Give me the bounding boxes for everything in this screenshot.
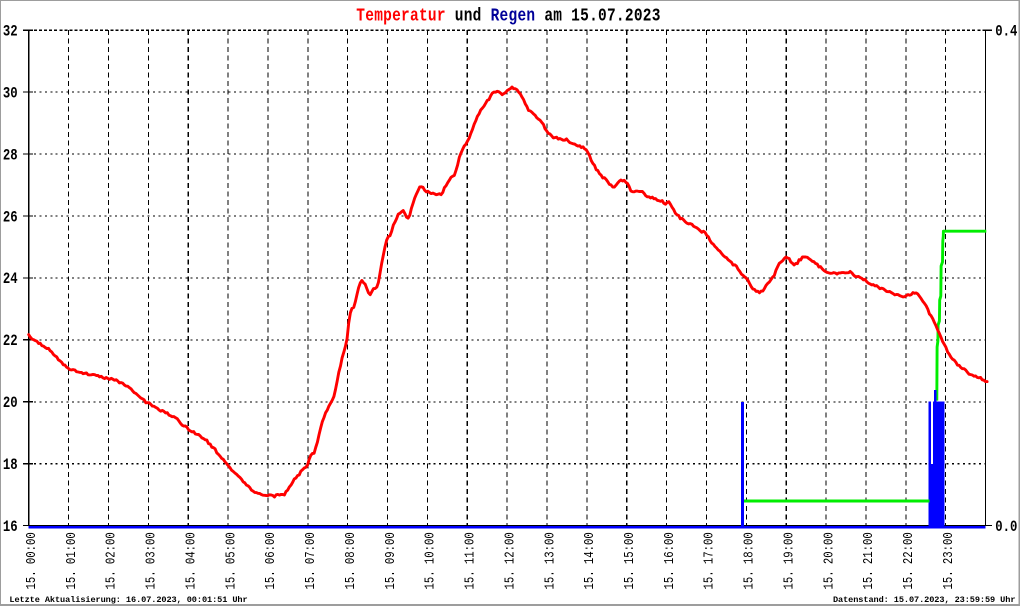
svg-text:28: 28	[3, 147, 18, 165]
svg-text:15. 12:00: 15. 12:00	[502, 532, 518, 589]
svg-text:30: 30	[3, 85, 18, 103]
svg-text:24: 24	[3, 271, 18, 289]
svg-text:15. 13:00: 15. 13:00	[542, 532, 558, 589]
svg-text:15. 10:00: 15. 10:00	[422, 532, 438, 589]
svg-text:22: 22	[3, 333, 18, 351]
svg-text:15. 03:00: 15. 03:00	[143, 532, 159, 589]
svg-text:15. 21:00: 15. 21:00	[861, 532, 877, 589]
svg-text:0.4: 0.4	[995, 23, 1018, 41]
svg-text:Temperatur und Regen am 15.07.: Temperatur und Regen am 15.07.2023	[356, 6, 660, 27]
svg-text:15. 16:00: 15. 16:00	[662, 532, 678, 589]
svg-text:15. 06:00: 15. 06:00	[263, 532, 279, 589]
svg-text:15. 02:00: 15. 02:00	[103, 532, 119, 589]
svg-text:15. 14:00: 15. 14:00	[582, 532, 598, 589]
svg-text:15. 22:00: 15. 22:00	[901, 532, 917, 589]
svg-text:15. 15:00: 15. 15:00	[622, 532, 638, 589]
svg-text:15. 23:00: 15. 23:00	[941, 532, 957, 589]
svg-text:Letzte Aktualisierung: 16.07.2: Letzte Aktualisierung: 16.07.2023, 00:01…	[9, 595, 247, 605]
svg-text:15. 04:00: 15. 04:00	[183, 532, 199, 589]
svg-text:15. 00:00: 15. 00:00	[24, 532, 40, 589]
svg-text:32: 32	[3, 23, 18, 41]
svg-text:15. 09:00: 15. 09:00	[383, 532, 399, 589]
svg-text:Datenstand: 15.07.2023, 23:59:: Datenstand: 15.07.2023, 23:59:59 Uhr	[833, 595, 1015, 605]
svg-text:15. 18:00: 15. 18:00	[741, 532, 757, 589]
svg-text:26: 26	[3, 209, 18, 227]
svg-text:15. 01:00: 15. 01:00	[64, 532, 80, 589]
svg-text:20: 20	[3, 395, 18, 413]
svg-text:15. 20:00: 15. 20:00	[821, 532, 837, 589]
svg-text:15. 07:00: 15. 07:00	[303, 532, 319, 589]
svg-text:18: 18	[3, 457, 18, 475]
svg-text:15. 05:00: 15. 05:00	[223, 532, 239, 589]
svg-text:15. 17:00: 15. 17:00	[701, 532, 717, 589]
svg-text:16: 16	[3, 519, 18, 537]
svg-text:15. 08:00: 15. 08:00	[343, 532, 359, 589]
svg-text:15. 11:00: 15. 11:00	[462, 532, 478, 589]
svg-text:15. 19:00: 15. 19:00	[781, 532, 797, 589]
svg-text:0.0: 0.0	[995, 519, 1017, 537]
